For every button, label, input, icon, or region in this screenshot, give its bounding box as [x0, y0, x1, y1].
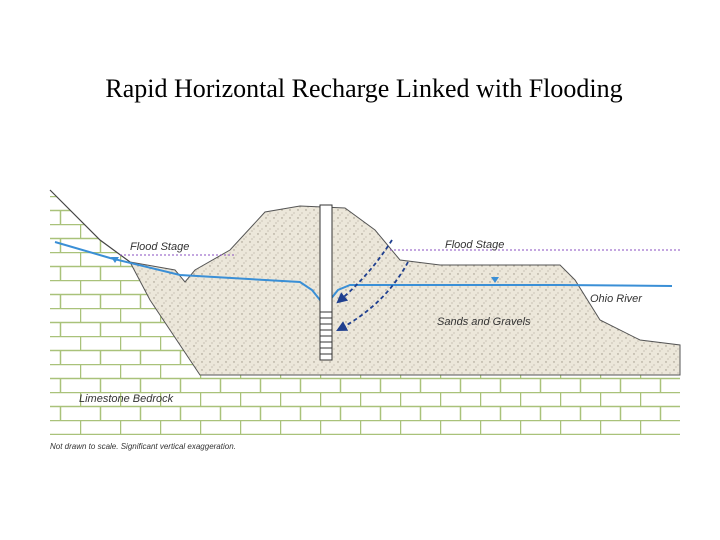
water-marker [111, 257, 119, 263]
cross-section [49, 189, 682, 435]
label: Flood Stage [130, 241, 189, 253]
note: Not drawn to scale. Significant vertical… [50, 442, 236, 451]
label: Sands and Gravels [437, 316, 531, 328]
label: Limestone Bedrock [79, 393, 174, 405]
label: Flood Stage [445, 239, 504, 251]
label: Ohio River [590, 293, 643, 305]
well [319, 204, 333, 361]
bedrock [50, 190, 680, 435]
flow-arrow [336, 239, 393, 304]
flow-arrow [336, 261, 409, 332]
sand-gravel [129, 205, 681, 376]
title: Rapid Horizontal Recharge Linked with Fl… [105, 74, 622, 103]
water-marker [491, 277, 499, 283]
